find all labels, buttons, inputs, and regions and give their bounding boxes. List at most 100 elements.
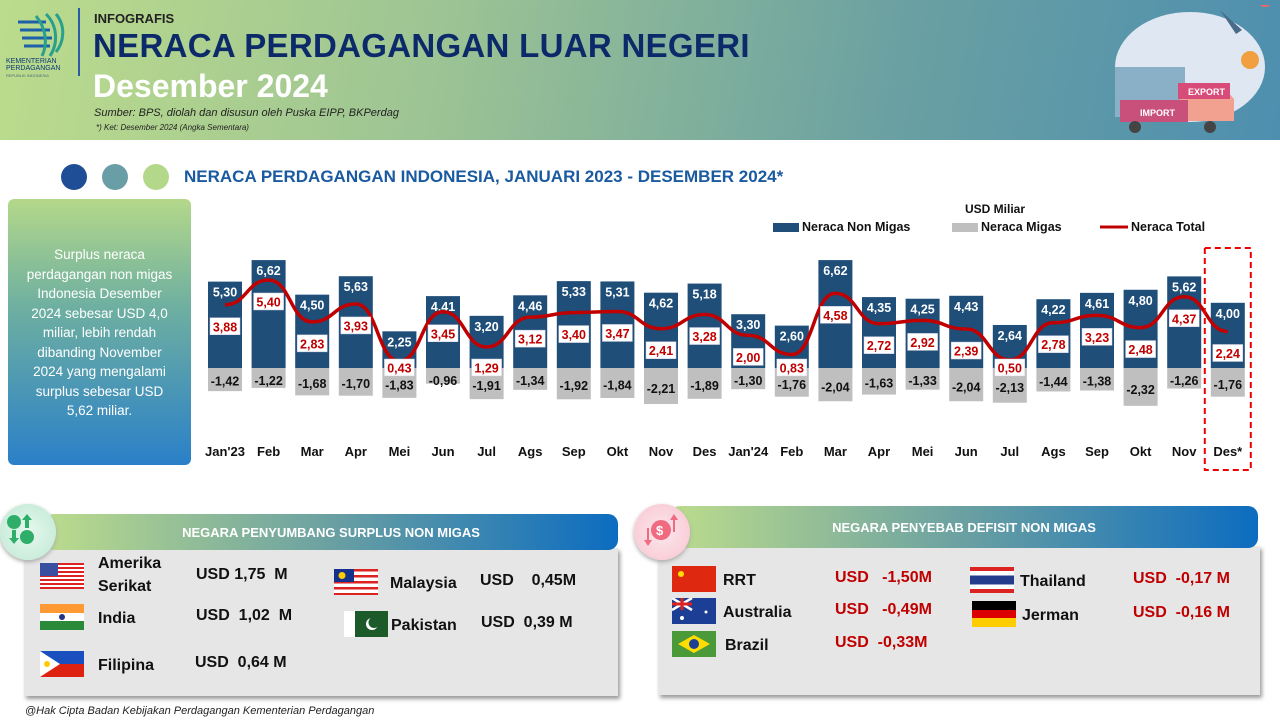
flag-ph-icon (40, 651, 84, 677)
trade-balance-chart: USD Miliar Neraca Non Migas Neraca Migas Ne… (205, 202, 1252, 471)
label-migas: -2,21 (647, 382, 676, 396)
label-total: 3,28 (692, 330, 716, 344)
label-non-migas: 4,25 (910, 303, 934, 317)
page-subtitle: Desember 2024 (93, 68, 328, 104)
label-total: 2,24 (1216, 347, 1240, 361)
x-tick-label: Okt (1130, 444, 1152, 459)
label-non-migas: 4,80 (1128, 294, 1152, 308)
x-tick-label: Mar (301, 444, 324, 459)
label-total: 0,50 (998, 362, 1022, 376)
total-label-box (994, 358, 1026, 377)
total-label-box (820, 306, 851, 324)
legend-label: Neraca Total (1131, 220, 1205, 234)
country-name: Jerman (1022, 607, 1079, 624)
total-label-box (602, 324, 633, 342)
x-tick-label: Nov (1172, 444, 1197, 459)
country-name: Thailand (1020, 573, 1086, 590)
x-tick-label: Jun (955, 444, 978, 459)
label-total: 4,37 (1172, 312, 1196, 326)
total-label-box (1168, 309, 1200, 328)
total-label-box (1038, 335, 1069, 353)
label-migas: -2,32 (1126, 383, 1155, 397)
total-label-box (1212, 344, 1244, 362)
dollar-exchange-icon (0, 504, 56, 560)
label-total: 3,45 (431, 327, 455, 341)
legend-label: Neraca Non Migas (802, 220, 910, 234)
label-total: 3,12 (518, 333, 542, 347)
flag-br-icon (672, 631, 716, 657)
label-migas: -1,89 (690, 379, 719, 393)
x-tick-label: Feb (780, 444, 803, 459)
bar-migas (818, 368, 853, 402)
label-migas: -1,38 (1083, 374, 1112, 388)
label-total: 3,93 (344, 319, 368, 333)
bar-migas (1167, 368, 1202, 389)
label-total: 2,78 (1041, 338, 1065, 352)
country-name: Filipina (98, 657, 154, 674)
label-migas: -1,91 (472, 379, 501, 393)
total-label-box (253, 292, 284, 311)
label-non-migas: 4,35 (867, 301, 891, 315)
deficit-panel (658, 546, 1260, 695)
total-label-box (514, 329, 546, 348)
country-value: USD -0,16 M (1133, 604, 1230, 621)
total-label-box (427, 324, 459, 343)
total-label-box (776, 358, 808, 377)
country-value: USD -0,33M (835, 634, 928, 651)
bar-migas (949, 368, 984, 402)
label-migas: -1,70 (342, 377, 371, 391)
label-non-migas: 4,41 (431, 300, 455, 314)
label-non-migas: 4,46 (518, 299, 542, 313)
trade-illustration-icon: EXPORT IMPORT (1115, 5, 1271, 133)
label-total: 1,29 (474, 362, 498, 376)
legend-label: Neraca Migas (981, 220, 1062, 234)
flag-de-icon (972, 601, 1016, 627)
country-value: USD -0,49M (835, 601, 932, 618)
page-title: NERACA PERDAGANGAN LUAR NEGERI (93, 27, 750, 64)
total-label-box (863, 336, 895, 354)
logo-line-2: PERDAGANGAN (6, 65, 61, 72)
label-total: 0,83 (780, 362, 804, 376)
kemendag-logo-icon (18, 12, 65, 57)
flag-in-icon (40, 604, 84, 630)
total-label-box (384, 358, 415, 377)
bar-non-migas (251, 260, 286, 368)
country-value: USD -0,17 M (1133, 570, 1230, 587)
bar-migas (862, 368, 896, 395)
bar-migas (1123, 368, 1158, 406)
bar-migas (338, 368, 373, 396)
label-migas: -1,76 (778, 378, 807, 392)
note-text: *) Ket: Desember 2024 (Angka Sementara) (96, 123, 249, 132)
country-name: Brazil (725, 637, 769, 654)
country-name: RRT (723, 572, 756, 589)
bar-migas (687, 368, 722, 399)
label-non-migas: 6,62 (256, 264, 280, 278)
x-tick-label: Okt (607, 444, 629, 459)
label-non-migas: 3,30 (736, 318, 760, 332)
bar-migas (251, 368, 286, 388)
x-tick-label: Jun (431, 444, 454, 459)
x-tick-label: Ags (1041, 444, 1066, 459)
import-label: IMPORT (1140, 108, 1176, 118)
bar-migas (426, 368, 460, 384)
flag-us-icon (40, 563, 84, 589)
total-label-box (296, 334, 328, 353)
legend-swatch (952, 223, 978, 232)
flag-my-icon (334, 569, 378, 596)
label-migas: -0,96 (429, 374, 458, 388)
label-migas: -1,92 (560, 379, 589, 393)
total-label-box (950, 341, 982, 360)
bar-migas (905, 368, 940, 390)
x-tick-label: Nov (649, 444, 674, 459)
label-migas: -1,84 (603, 378, 632, 392)
label-total: 2,00 (736, 351, 760, 365)
x-tick-label: Ags (518, 444, 543, 459)
label-total: 4,58 (823, 309, 847, 323)
flag-th-icon (970, 567, 1014, 593)
country-value: USD 0,39 M (481, 614, 573, 631)
surplus-panel (24, 548, 618, 696)
x-tick-label: Mar (824, 444, 847, 459)
country-value: USD 0,64 M (195, 654, 287, 671)
divider (78, 8, 80, 76)
label-migas: -1,22 (254, 374, 283, 388)
